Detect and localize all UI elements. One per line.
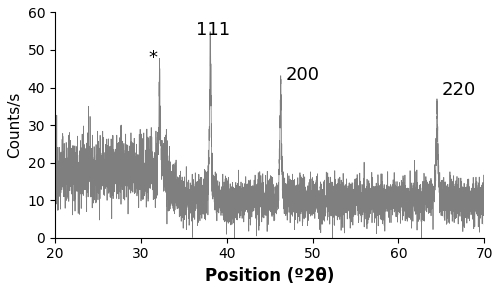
Text: 111: 111 — [196, 21, 230, 39]
X-axis label: Position (º2θ): Position (º2θ) — [205, 267, 334, 285]
Text: 220: 220 — [442, 81, 476, 99]
Text: *: * — [148, 49, 158, 67]
Y-axis label: Counts/s: Counts/s — [7, 92, 22, 158]
Text: 200: 200 — [285, 66, 319, 84]
